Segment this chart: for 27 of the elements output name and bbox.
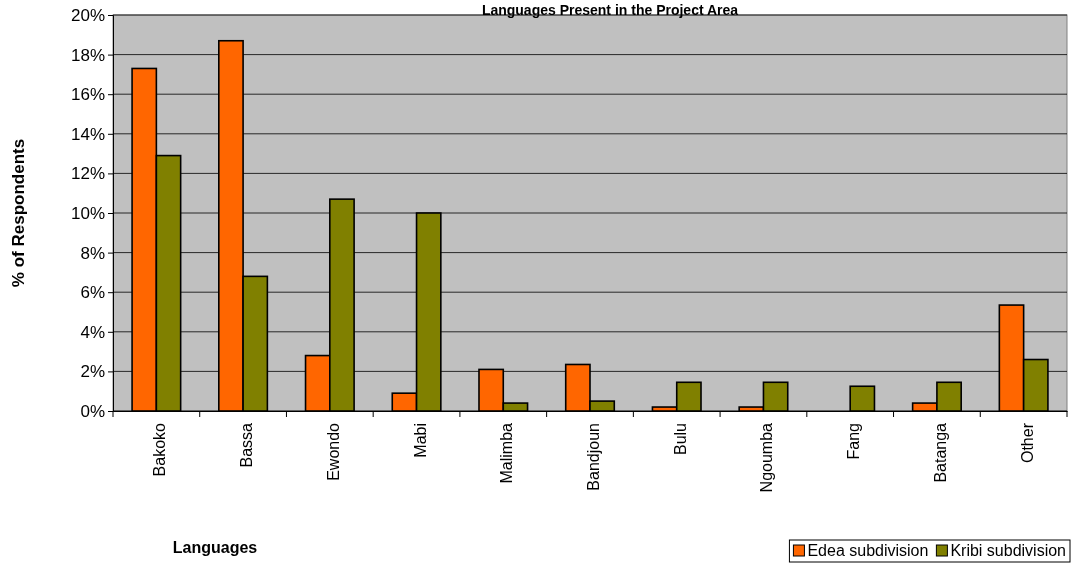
- chart-title: Languages Present in the Project Area: [481, 1, 739, 18]
- x-tick-label: Bakoko: [151, 422, 169, 477]
- x-tick-label: Fang: [845, 423, 863, 460]
- y-tick-label: 10%: [70, 203, 105, 223]
- x-tick-label: Ewondo: [324, 422, 342, 481]
- y-axis-title: % of Respondents: [9, 138, 28, 288]
- y-tick-label: 2%: [80, 362, 105, 382]
- y-tick-label: 12%: [70, 164, 105, 184]
- y-tick-label: 4%: [80, 322, 105, 342]
- x-tick-label: Malimba: [498, 422, 516, 484]
- y-tick-label: 18%: [70, 45, 105, 65]
- legend-label: Edea subdivision: [807, 542, 929, 559]
- x-tick-label: Batanga: [931, 422, 949, 483]
- x-axis-title: Languages: [172, 539, 258, 556]
- legend-label: Kribi subdivision: [950, 542, 1066, 559]
- x-tick-label: Other: [1018, 422, 1036, 464]
- y-tick-label: 6%: [80, 283, 105, 303]
- x-tick-label: Bassa: [238, 422, 256, 468]
- y-tick-label: 0%: [80, 401, 105, 421]
- x-tick-label: Bandjoun: [585, 423, 602, 491]
- y-tick-label: 20%: [70, 5, 105, 25]
- y-tick-label: 16%: [70, 85, 105, 105]
- x-tick-label: Bulu: [671, 423, 689, 456]
- y-tick-label: 8%: [80, 243, 105, 263]
- x-tick-label: Mabi: [411, 423, 429, 458]
- y-tick-label: 14%: [70, 124, 105, 144]
- x-tick-label: Ngoumba: [758, 422, 776, 493]
